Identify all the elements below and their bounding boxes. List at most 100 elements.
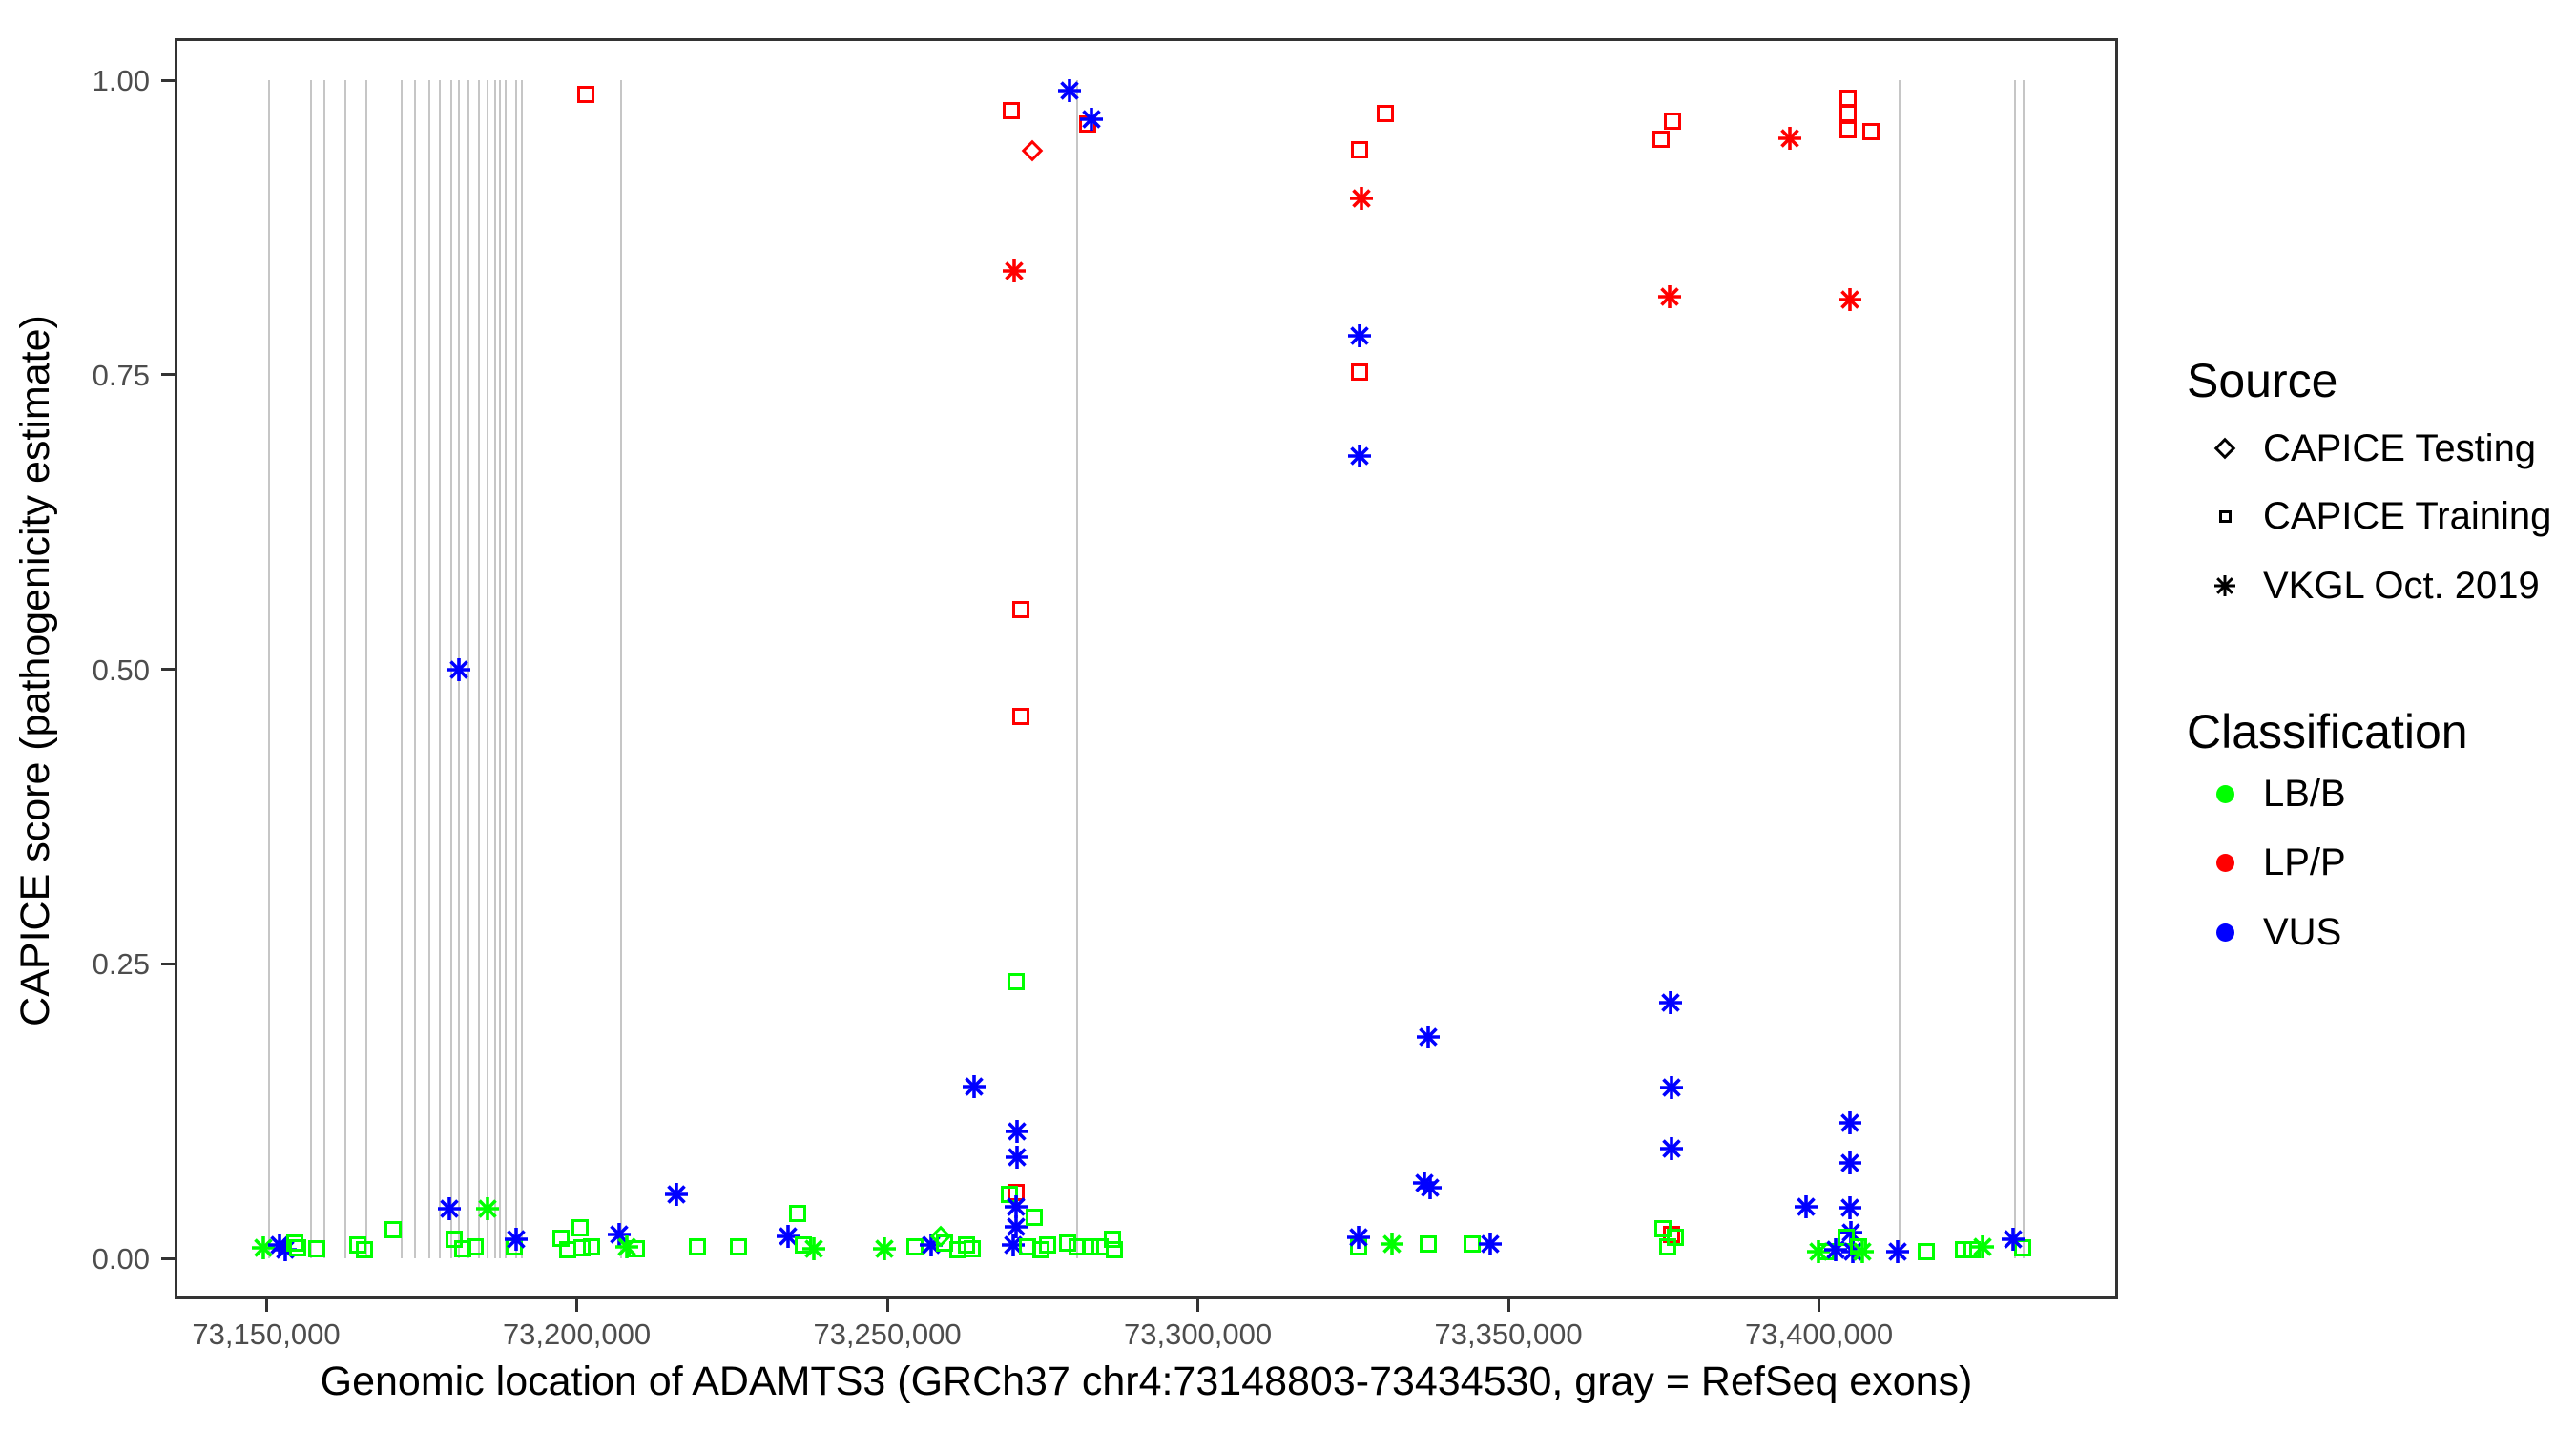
- data-point-square: [729, 1237, 747, 1255]
- refseq-exon-line: [486, 80, 488, 1258]
- data-point-asterisk: [1348, 323, 1372, 347]
- legend-item-vkgl: VKGL Oct. 2019: [2204, 561, 2540, 611]
- legend-item-lpp: LP/P: [2204, 838, 2346, 887]
- data-point-square: [689, 1237, 707, 1255]
- refseq-exon-line: [400, 80, 403, 1258]
- data-point-square: [1658, 1237, 1676, 1255]
- refseq-exon-line: [1899, 80, 1901, 1258]
- data-point-square: [1007, 972, 1025, 990]
- data-point-asterisk: [1349, 186, 1373, 210]
- data-point-asterisk: [1850, 1239, 1874, 1263]
- square-icon: [2204, 509, 2246, 523]
- legend-source-title: Source: [2187, 354, 2338, 407]
- refseq-exon-line: [344, 80, 347, 1258]
- data-point-asterisk: [802, 1237, 826, 1261]
- refseq-exon-line: [620, 80, 623, 1258]
- data-point-square: [583, 1237, 601, 1255]
- x-axis-tick-label: 73,200,000: [502, 1317, 652, 1351]
- data-point-asterisk: [1838, 1195, 1861, 1219]
- y-axis-tick: [161, 373, 175, 377]
- x-axis-tick: [1506, 1299, 1510, 1312]
- y-axis-tick-label: 1.00: [92, 64, 150, 97]
- data-point-square: [1025, 1208, 1043, 1226]
- data-point-asterisk: [1886, 1239, 1910, 1263]
- data-point-asterisk: [1659, 1075, 1683, 1099]
- refseq-exon-line: [439, 80, 442, 1258]
- legend-item-label: LB/B: [2263, 772, 2346, 815]
- data-point-square: [355, 1241, 373, 1259]
- data-point-asterisk: [1417, 1025, 1441, 1048]
- data-point-asterisk: [1347, 444, 1371, 467]
- data-point-asterisk: [447, 657, 471, 681]
- data-point-asterisk: [505, 1228, 529, 1252]
- refseq-exon-line: [521, 80, 524, 1258]
- data-point-asterisk: [1778, 126, 1801, 150]
- data-point-asterisk: [2002, 1228, 2025, 1252]
- asterisk-icon: [2204, 573, 2246, 598]
- data-point-square: [1059, 1234, 1077, 1252]
- refseq-exon-line: [477, 80, 480, 1258]
- data-point-asterisk: [1347, 1225, 1371, 1249]
- data-point-square: [454, 1240, 472, 1258]
- data-point-asterisk: [475, 1197, 499, 1221]
- red-dot-icon: [2204, 853, 2246, 872]
- legend-item-capice-training: CAPICE Training: [2204, 491, 2551, 541]
- diamond-icon: [2204, 437, 2246, 460]
- x-axis-tick: [1196, 1299, 1200, 1312]
- legend-item-label: VUS: [2263, 910, 2342, 953]
- data-point-square: [628, 1240, 646, 1258]
- data-point-square: [1351, 363, 1369, 382]
- data-point-asterisk: [1006, 1145, 1029, 1169]
- data-point-square: [1351, 140, 1369, 158]
- x-axis-tick-label: 73,400,000: [1745, 1317, 1894, 1351]
- y-axis-tick: [161, 78, 175, 82]
- legend-item-vus: VUS: [2204, 907, 2341, 957]
- data-point-square: [963, 1240, 981, 1258]
- refseq-exon-line: [514, 80, 517, 1258]
- data-point-square: [1839, 120, 1857, 138]
- data-point-square: [789, 1205, 807, 1223]
- y-axis-tick: [161, 962, 175, 965]
- data-point-square: [1663, 113, 1681, 131]
- plot-panel: [175, 38, 2118, 1299]
- data-point-square: [384, 1221, 402, 1239]
- data-point-square: [1104, 1231, 1122, 1249]
- data-point-asterisk: [1658, 285, 1682, 309]
- data-point-square: [1012, 600, 1030, 618]
- data-point-asterisk: [1970, 1234, 1994, 1258]
- y-axis-title: CAPICE score (pathogenicity estimate): [12, 315, 58, 1027]
- y-axis-tick: [161, 1256, 175, 1260]
- data-point-asterisk: [776, 1224, 800, 1248]
- data-point-square: [1652, 130, 1670, 148]
- refseq-exon-line: [505, 80, 508, 1258]
- data-point-square: [958, 1236, 976, 1255]
- data-point-asterisk: [1838, 1110, 1861, 1134]
- refseq-exon-line: [499, 80, 502, 1258]
- data-point-asterisk: [1381, 1233, 1403, 1256]
- refseq-exon-line: [414, 80, 417, 1258]
- legend-item-lbb: LB/B: [2204, 769, 2346, 819]
- data-point-asterisk: [1659, 1137, 1683, 1161]
- data-point-square: [571, 1218, 589, 1236]
- data-point-square: [285, 1234, 303, 1252]
- refseq-exon-line: [493, 80, 496, 1258]
- data-point-square: [1839, 104, 1857, 122]
- data-point-square: [1377, 104, 1395, 122]
- blue-dot-icon: [2204, 923, 2246, 942]
- refseq-exon-line: [428, 80, 431, 1258]
- legend-item-capice-testing: CAPICE Testing: [2204, 424, 2536, 473]
- data-point-asterisk: [1419, 1175, 1443, 1199]
- data-point-asterisk: [872, 1237, 896, 1261]
- data-point-asterisk: [1659, 991, 1682, 1014]
- data-point-asterisk: [438, 1197, 462, 1221]
- data-point-square: [1420, 1235, 1438, 1254]
- data-point-asterisk: [1058, 79, 1082, 103]
- refseq-exon-line: [322, 80, 325, 1258]
- data-point-asterisk: [1005, 1194, 1028, 1218]
- x-axis-tick: [1818, 1299, 1821, 1312]
- x-axis-tick-label: 73,250,000: [813, 1317, 962, 1351]
- legend-classification-title: Classification: [2187, 705, 2468, 758]
- y-axis-tick-label: 0.75: [92, 358, 150, 392]
- legend-item-label: VKGL Oct. 2019: [2263, 564, 2540, 607]
- x-axis-tick-label: 73,300,000: [1123, 1317, 1273, 1351]
